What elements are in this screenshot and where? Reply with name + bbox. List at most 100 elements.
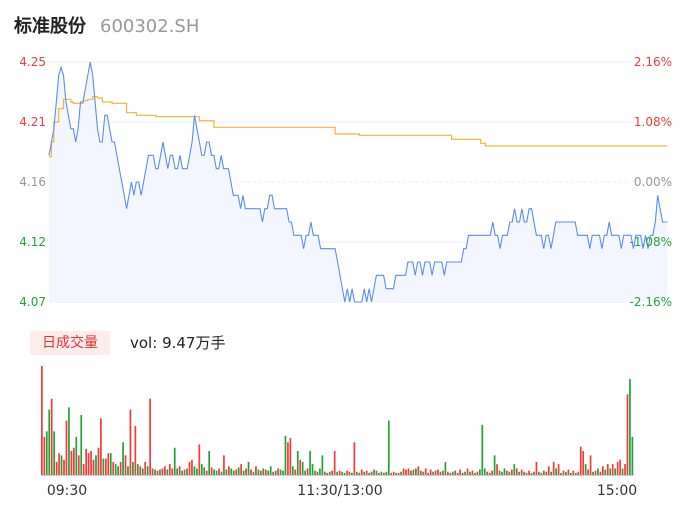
time-axis-ticks: 09:30 11:30/13:00 15:00 — [47, 483, 637, 499]
volume-bar — [629, 379, 631, 475]
volume-bar — [41, 366, 43, 475]
volume-bar — [579, 446, 582, 475]
volume-bar — [624, 464, 626, 475]
volume-bar — [205, 470, 208, 475]
volume-bar — [255, 466, 257, 475]
volume-bar — [272, 471, 275, 475]
volume-bar — [107, 453, 110, 475]
left-tick-label: 4.21 — [19, 115, 46, 129]
volume-bar — [341, 471, 343, 475]
time-tick-label: 09:30 — [47, 483, 87, 499]
volume-bar — [267, 470, 270, 475]
volume-bar — [464, 471, 466, 475]
volume-bar — [240, 464, 243, 475]
volume-bar — [589, 455, 592, 475]
volume-bar — [132, 461, 134, 475]
volume-bar — [387, 420, 390, 475]
volume-bar — [400, 471, 402, 475]
volume-bar — [538, 471, 540, 475]
volume-bar — [451, 471, 454, 475]
volume-bar — [173, 447, 176, 475]
volume-bar — [301, 461, 304, 475]
volume-bar — [159, 469, 161, 475]
volume-bar — [412, 469, 415, 475]
volume-bar — [355, 471, 358, 475]
volume-bar — [515, 468, 518, 475]
volume-bar — [513, 464, 516, 475]
volume-bar — [439, 471, 442, 475]
volume-bar — [149, 398, 151, 475]
volume-bar — [166, 469, 169, 475]
volume-bar — [488, 472, 491, 475]
volume-bar — [395, 472, 398, 475]
volume-bar — [545, 471, 548, 475]
volume-bar — [53, 431, 56, 475]
volume-bar — [410, 470, 412, 475]
volume-bar — [397, 472, 400, 475]
volume-bar — [264, 469, 267, 475]
volume-bar — [476, 471, 479, 475]
volume-bar — [360, 469, 363, 475]
volume-bar — [429, 469, 432, 475]
volume-bar — [478, 469, 481, 475]
volume-bar — [562, 470, 565, 475]
volume-bar — [444, 461, 447, 475]
volume-bar — [609, 468, 612, 475]
volume-bar — [235, 469, 238, 475]
volume-bar — [533, 471, 535, 475]
volume-bar — [565, 471, 567, 475]
volume-bar — [127, 466, 129, 475]
volume-bar — [245, 468, 247, 475]
time-tick-label: 11:30/13:00 — [297, 483, 382, 499]
right-tick-label: 1.08% — [634, 115, 672, 129]
volume-bar — [422, 471, 425, 475]
volume-bar — [570, 472, 572, 475]
volume-bar — [594, 470, 597, 475]
volume-bar — [122, 442, 124, 475]
volume-bar — [176, 468, 179, 475]
volume-bar — [114, 464, 117, 475]
volume-bar — [621, 468, 624, 475]
volume-bar — [555, 468, 557, 475]
volume-bar — [540, 472, 543, 475]
volume-bar — [289, 437, 292, 475]
volume-bar — [491, 470, 494, 475]
volume-bar — [378, 472, 380, 475]
volume-bar — [134, 425, 137, 475]
volume-bar — [331, 470, 334, 475]
volume-bar — [358, 472, 361, 475]
volume-bar — [262, 468, 265, 475]
volume-tab[interactable]: 日成交量 — [30, 331, 110, 355]
volume-bar — [90, 451, 92, 475]
volume-bar — [542, 470, 545, 475]
volume-bar — [164, 466, 166, 475]
volume-bar — [154, 469, 156, 475]
volume-bar — [119, 461, 122, 475]
volume-bar — [48, 409, 51, 475]
volume-bar — [469, 471, 471, 475]
volume-bar — [193, 466, 196, 475]
volume-bar — [370, 471, 373, 475]
volume-bar — [299, 459, 302, 475]
volume-bar — [447, 471, 449, 475]
volume-bar — [530, 472, 533, 475]
volume-bar — [58, 453, 60, 475]
volume-bar — [604, 469, 607, 475]
volume-bar — [525, 472, 528, 475]
volume-readout: vol: 9.47万手 — [130, 331, 225, 355]
volume-bar — [351, 472, 353, 475]
volume-bar — [146, 466, 149, 475]
left-tick-label: 4.25 — [19, 55, 46, 69]
volume-bar — [550, 471, 553, 475]
volume-bar — [72, 447, 75, 475]
volume-bar — [427, 472, 430, 475]
volume-bar — [60, 455, 63, 475]
volume-bar — [277, 468, 279, 475]
volume-bar — [85, 448, 88, 475]
volume-bar — [203, 467, 206, 475]
volume-bar — [510, 469, 513, 475]
volume-label: vol: — [130, 334, 158, 352]
volume-bar — [294, 469, 297, 475]
volume-bar — [220, 471, 223, 475]
volume-bar — [626, 394, 629, 475]
